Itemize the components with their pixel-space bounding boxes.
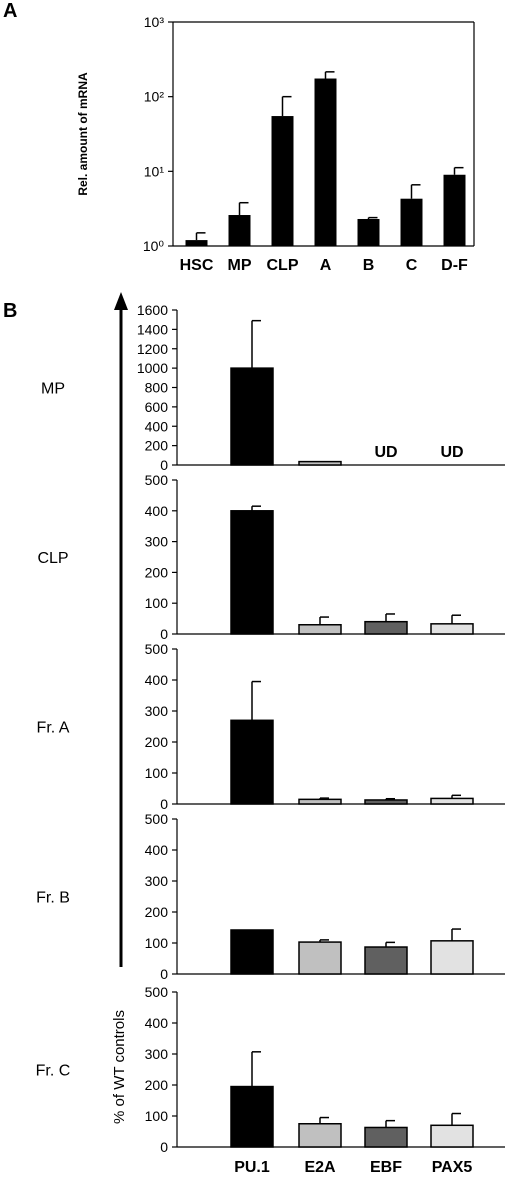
row-fr-a: 0 100 200 300 400 500 Fr. A [37,641,505,812]
panel-b: B% of WT controls02004006008001000120014… [3,292,505,1176]
x-tick-label: PU.1 [234,1159,270,1176]
y-tick-label: 300 [145,873,169,889]
bar-pax5 [430,1124,474,1148]
row-label: CLP [37,550,68,567]
y-tick-label: 400 [145,672,169,688]
x-tick-label: A [320,257,332,274]
bar-pax5 [430,623,474,635]
y-tick-label: 300 [145,703,169,719]
x-tick-label: MP [228,257,252,274]
y-tick-label: 300 [145,534,169,550]
bar-mp [228,215,251,246]
y-tick-label: 10⁰ [143,238,165,254]
row-label: Fr. B [36,890,70,907]
y-tick-label: 400 [145,418,169,434]
y-tick-label: 500 [145,984,169,1000]
x-tick-label: C [406,257,418,274]
y-tick-label: 200 [145,1077,169,1093]
y-tick-label: 100 [145,935,169,951]
y-tick-label: 10³ [144,14,165,30]
y-tick-label: 1000 [137,360,168,376]
y-tick-label: 600 [145,399,169,415]
panel-b-letter: B [3,300,17,322]
bar-hsc [185,240,208,246]
y-tick-label: 400 [145,1015,169,1031]
bar-ebf [364,946,408,975]
bar-pu1 [230,929,274,975]
y-tick-label: 1200 [137,341,168,357]
row-label: Fr. A [37,720,70,737]
y-tick-label: 1600 [137,302,168,318]
x-tick-label: PAX5 [432,1159,473,1176]
bar-e2a [298,941,342,975]
row-fr-b: 0 100 200 300 400 500 Fr. B [36,811,505,982]
x-tick-label: HSC [180,257,214,274]
bar-ebf [364,1126,408,1148]
y-tick-label: 10² [144,89,165,105]
y-tick-label: 10¹ [144,163,165,179]
row-label: MP [41,381,65,398]
y-tick-label: 500 [145,811,169,827]
bar-clp [271,116,294,246]
bar-pax5 [430,940,474,975]
y-axis-label: Rel. amount of mRNA [76,72,90,196]
y-tick-label: 100 [145,1108,169,1124]
bar-b [357,218,380,246]
bar-ebf [364,799,408,805]
bar-pu1 [230,1085,274,1148]
y-tick-label: 200 [145,564,169,580]
x-tick-label: EBF [370,1159,402,1176]
y-tick-label: 100 [145,765,169,781]
y-tick-label: 0 [160,457,168,473]
progression-arrow-head [114,292,128,310]
y-tick-label: 0 [160,966,168,982]
annotation-ebf: UD [374,444,397,461]
panel-a: A 10⁰ 10¹ 10² 10³ Rel. amount of mRNA HSC MP CLP… [3,0,475,274]
x-tick-label: D-F [441,257,468,274]
bar-d-f [443,174,466,246]
row-fr-c: 0 100 200 300 400 500 Fr. C [36,984,505,1155]
row-mp: 0 200 400 600 800 1000 1200 1400 1600 MP UD UD [41,302,505,473]
bar-pu1 [230,510,274,635]
y-tick-label: 0 [160,626,168,642]
x-tick-label: CLP [267,257,299,274]
y-tick-label: 800 [145,380,169,396]
annotation-pax5: UD [440,444,463,461]
y-tick-label: 500 [145,472,169,488]
y-tick-label: 0 [160,1139,168,1155]
x-tick-label: B [363,257,375,274]
panel-a-letter: A [3,0,17,22]
y-tick-label: 300 [145,1046,169,1062]
bar-e2a [298,624,342,635]
bar-a [314,78,337,246]
y-tick-label: 0 [160,796,168,812]
x-tick-label: E2A [304,1159,336,1176]
bar-e2a [298,1123,342,1148]
y-tick-label: 200 [145,734,169,750]
bar-e2a [298,798,342,805]
bar-e2a [298,460,342,466]
bar-pu1 [230,367,274,466]
row-clp: 0 100 200 300 400 500 CLP [37,472,505,642]
y-tick-label: 100 [145,595,169,611]
bar-ebf [364,620,408,635]
y-tick-label: 200 [145,904,169,920]
bar-pax5 [430,797,474,805]
y-tick-label: 500 [145,641,169,657]
y-tick-label: 1400 [137,321,168,337]
y-tick-label: 400 [145,503,169,519]
y-tick-label: 200 [145,438,169,454]
row-label: Fr. C [36,1063,71,1080]
y-axis-label: % of WT controls [111,1010,128,1124]
bar-pu1 [230,719,274,805]
bar-c [400,198,423,246]
y-tick-label: 400 [145,842,169,858]
